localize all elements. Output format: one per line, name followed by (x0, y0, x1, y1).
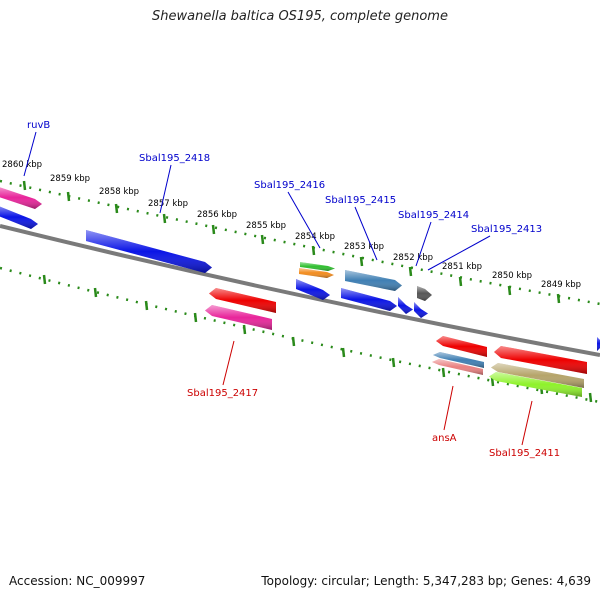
gene-labels: ruvB Sbal195_2418 Sbal195_2416Sbal195_2415… (23, 120, 560, 459)
label-leader-line (222, 340, 235, 386)
label-leader-line (287, 191, 321, 249)
gene-arrow[interactable] (0, 205, 38, 229)
major-tick (458, 276, 463, 287)
reverse-gene-label[interactable]: ansA (432, 433, 457, 444)
kbp-label: 2853 kbp (344, 242, 384, 252)
kbp-label: 2850 kbp (492, 271, 532, 281)
gene-arrow[interactable] (491, 363, 584, 388)
major-tick (260, 234, 265, 245)
gene-arrow-Sbal195_2415[interactable] (345, 270, 402, 291)
major-tick (22, 180, 27, 191)
forward-gene-label[interactable]: Sbal195_2414 (398, 210, 469, 221)
major-tick (408, 266, 413, 277)
gene-arrow-Sbal195_2414[interactable] (414, 302, 428, 318)
major-tick (507, 285, 512, 296)
gene-arrow[interactable] (205, 305, 272, 330)
gene-features (0, 186, 600, 397)
gene-arrow-ruvB-region[interactable] (0, 186, 42, 209)
major-tick (93, 287, 98, 298)
gene-arrow-Sbal195_2418[interactable] (86, 230, 212, 273)
major-tick (359, 256, 364, 267)
kbp-scale-labels: 2860 kbp 2859 kbp 2858 kbp 2857 kbp 2856 kbp… (2, 160, 581, 290)
gene-arrow-Sbal195_2417[interactable] (209, 288, 276, 313)
major-tick (242, 324, 247, 335)
label-leader-line (159, 164, 172, 214)
genome-title: Shewanella baltica OS195, complete genom… (152, 9, 448, 24)
kbp-label: 2860 kbp (2, 160, 42, 170)
major-tick (66, 191, 71, 202)
gene-arrow[interactable] (433, 352, 484, 368)
gene-arrow-Sbal195_2413[interactable] (417, 286, 432, 301)
major-tick (144, 300, 149, 311)
kbp-label: 2852 kbp (393, 253, 433, 263)
forward-gene-label[interactable]: Sbal195_2413 (471, 224, 542, 235)
kbp-label: 2858 kbp (99, 187, 139, 197)
kbp-label: 2855 kbp (246, 221, 286, 231)
reverse-gene-label[interactable]: Sbal195_2417 (187, 388, 258, 399)
major-tick (588, 392, 593, 403)
gene-arrow[interactable] (341, 288, 397, 311)
gene-arrow[interactable] (398, 297, 413, 314)
gene-arrow-Sbal195_2416[interactable] (296, 279, 330, 300)
major-tick (114, 203, 119, 214)
major-tick (311, 245, 316, 256)
topology-label: Topology: circular; Length: 5,347,283 bp… (261, 574, 591, 588)
forward-gene-label[interactable]: Sbal195_2416 (254, 180, 325, 191)
gene-arrow[interactable] (300, 262, 335, 271)
major-tick (291, 336, 296, 347)
reverse-gene-label[interactable]: Sbal195_2411 (489, 448, 560, 459)
gene-arrow-ansA[interactable] (436, 336, 487, 357)
label-leader-line (427, 235, 491, 271)
label-leader-line (23, 131, 37, 177)
kbp-label: 2857 kbp (148, 199, 188, 209)
major-tick (341, 347, 346, 358)
label-leader-line (443, 385, 454, 431)
major-tick (556, 293, 561, 304)
label-leader-line (521, 400, 533, 446)
kbp-label: 2854 kbp (295, 232, 335, 242)
label-leader-line (415, 221, 432, 267)
gene-arrow[interactable] (597, 336, 600, 351)
forward-gene-label[interactable]: ruvB (27, 120, 50, 131)
accession-label: Accession: NC_009997 (9, 574, 146, 588)
major-tick (162, 213, 167, 224)
kbp-label: 2856 kbp (197, 210, 237, 220)
genome-backbone (0, 224, 600, 357)
kbp-label: 2859 kbp (50, 174, 90, 184)
gene-arrow[interactable] (299, 268, 334, 278)
major-tick (42, 274, 47, 285)
gene-arrow[interactable] (432, 359, 483, 375)
label-leader-line (354, 206, 378, 261)
major-tick (441, 367, 446, 378)
kbp-label: 2851 kbp (442, 262, 482, 272)
major-tick (391, 357, 396, 368)
major-tick (193, 312, 198, 323)
gene-arrow[interactable] (489, 372, 582, 397)
forward-gene-label[interactable]: Sbal195_2415 (325, 195, 396, 206)
gene-arrow-Sbal195_2411[interactable] (494, 346, 587, 374)
major-ticks (22, 180, 593, 403)
forward-gene-label[interactable]: Sbal195_2418 (139, 153, 210, 164)
major-tick (211, 224, 216, 235)
kbp-label: 2849 kbp (541, 280, 581, 290)
